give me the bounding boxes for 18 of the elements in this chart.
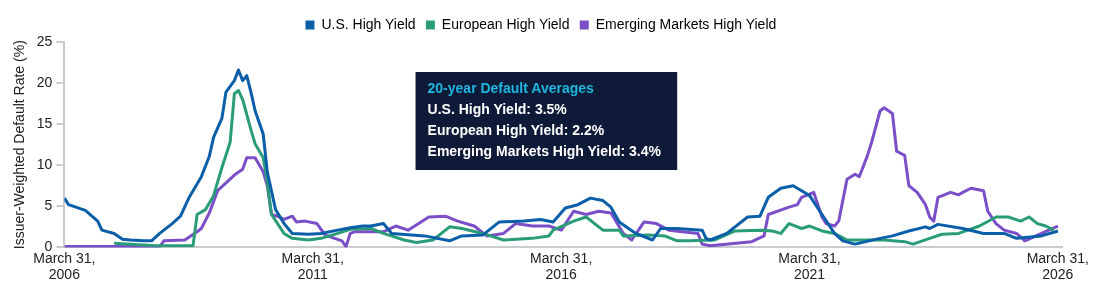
y-tick-label: 25 <box>36 32 53 49</box>
x-tick-label: March 31, 2016 <box>530 249 593 283</box>
x-tick-label: March 31, 2011 <box>281 249 344 283</box>
annotation: U.S. High Yield: 3.5% <box>427 101 568 118</box>
legend-label: European High Yield <box>441 15 570 32</box>
y-tick-label: 0 <box>44 238 53 255</box>
legend-label: Emerging Markets High Yield <box>595 15 777 32</box>
legend-label: U.S. High Yield <box>321 15 416 32</box>
y-tick-label: 20 <box>36 73 53 90</box>
y-tick-label: 15 <box>36 115 53 132</box>
annotation: Emerging Markets High Yield: 3.4% <box>427 143 662 160</box>
y-tick-label: 5 <box>44 197 53 214</box>
y-tick-label: 10 <box>36 156 53 173</box>
x-tick-label: March 31, 2021 <box>778 249 841 283</box>
annotation: 20-year Default Averages <box>427 80 595 97</box>
x-tick-label: March 31, 2026 <box>1026 249 1089 283</box>
y-axis-title: Issuer-Weighted Default Rate (%) <box>11 40 28 250</box>
annotation: European High Yield: 2.2% <box>427 122 605 139</box>
